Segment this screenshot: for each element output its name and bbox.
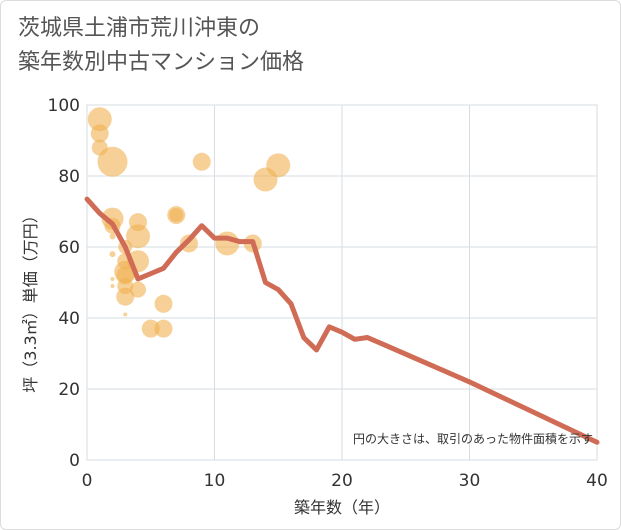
data-bubble — [266, 153, 291, 178]
data-bubble — [141, 319, 160, 338]
data-bubble — [154, 294, 173, 313]
data-bubble — [123, 312, 128, 317]
y-tick-label: 100 — [48, 96, 80, 116]
y-tick-label: 0 — [69, 451, 80, 471]
data-bubble — [130, 281, 146, 298]
x-tick-label: 30 — [459, 471, 481, 491]
trend-line — [84, 196, 600, 445]
data-bubble — [97, 146, 128, 177]
data-bubble — [180, 234, 198, 253]
data-bubble — [87, 107, 112, 132]
chart-title-line2: 築年数別中古マンション価格 — [18, 50, 305, 75]
x-tick-label: 0 — [82, 471, 93, 491]
data-bubble — [116, 287, 135, 306]
data-bubble — [109, 251, 116, 258]
y-tick-label: 40 — [58, 309, 80, 329]
data-bubble — [90, 124, 109, 143]
size-note: 円の大きさは、取引のあった物件面積を示す — [353, 431, 593, 446]
x-tick-label: 10 — [204, 471, 226, 491]
trend-line-layer — [84, 196, 600, 445]
tick-labels: 0 10 20 30 40 0 20 40 60 80 100 — [48, 96, 608, 491]
data-bubble — [169, 208, 184, 223]
bubble-layer — [87, 107, 291, 338]
x-tick-label: 40 — [586, 471, 608, 491]
chart-title: 茨城県土浦市荒川沖東の 築年数別中古マンション価格 — [18, 12, 304, 80]
data-bubble — [110, 276, 115, 281]
data-bubble — [215, 231, 240, 256]
data-bubble — [154, 319, 173, 338]
y-axis-label: 坪（3.3㎡）単価（万円） — [21, 207, 40, 392]
grid-lines — [86, 104, 598, 461]
y-tick-label: 20 — [58, 380, 80, 400]
data-bubble — [126, 224, 150, 249]
x-tick-label: 20 — [331, 471, 353, 491]
data-bubble — [192, 152, 211, 171]
y-tick-label: 60 — [58, 238, 80, 258]
chart-title-line1: 茨城県土浦市荒川沖東の — [18, 16, 261, 41]
y-tick-label: 80 — [58, 167, 80, 187]
data-bubble — [110, 284, 115, 289]
x-axis-label: 築年数（年） — [294, 498, 390, 517]
data-bubble — [109, 233, 116, 240]
